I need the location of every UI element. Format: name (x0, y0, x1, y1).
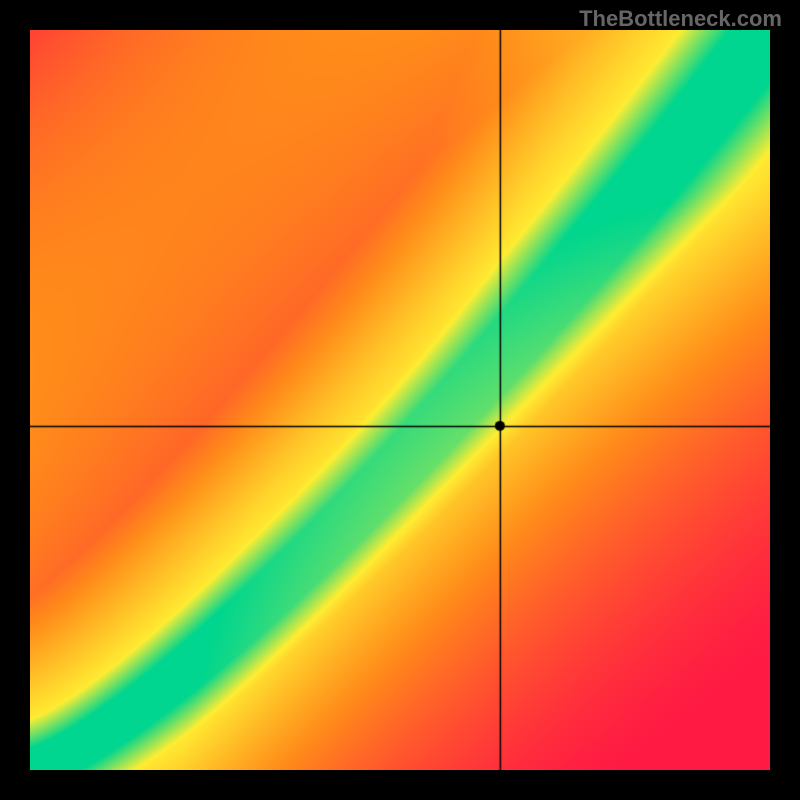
bottleneck-heatmap (30, 30, 770, 770)
chart-container: TheBottleneck.com (0, 0, 800, 800)
watermark-text: TheBottleneck.com (579, 6, 782, 32)
